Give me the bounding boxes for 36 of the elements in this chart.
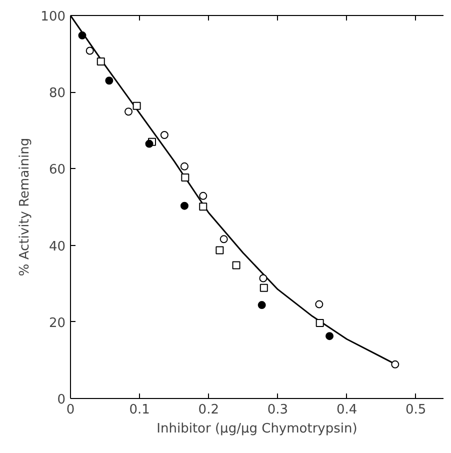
x-tick-label: 0.3 xyxy=(267,402,288,418)
y-tick-label: 60 xyxy=(48,162,66,178)
point xyxy=(181,174,190,182)
point xyxy=(145,140,154,148)
point xyxy=(260,284,268,292)
x-axis-title: Inhibitor (μg/μg Chymotrypsin) xyxy=(156,422,358,436)
point xyxy=(315,300,324,308)
point xyxy=(86,46,94,55)
point xyxy=(105,76,114,85)
point xyxy=(180,202,188,210)
y-tick-label: 0 xyxy=(57,392,66,408)
point xyxy=(199,192,208,200)
point xyxy=(132,102,141,110)
y-tick-label: 80 xyxy=(48,86,66,102)
y-tick-label: 100 xyxy=(40,10,66,24)
x-tick-label: 0.5 xyxy=(406,402,426,418)
point xyxy=(96,57,105,66)
y-axis-title: % Activity Remaining xyxy=(18,138,33,276)
point xyxy=(160,131,168,139)
point xyxy=(220,235,228,244)
x-tick-label: 0.2 xyxy=(198,402,219,418)
point xyxy=(232,261,240,270)
point xyxy=(391,360,400,368)
point xyxy=(180,162,188,170)
y-tick-label: 20 xyxy=(48,316,66,331)
point xyxy=(124,108,133,116)
point xyxy=(259,274,268,282)
point xyxy=(216,246,224,254)
y-tick-label: 40 xyxy=(48,239,66,254)
x-tick-label: 0.1 xyxy=(129,402,150,418)
point xyxy=(199,202,208,211)
point xyxy=(258,301,266,310)
x-tick-label: 0.4 xyxy=(336,402,358,418)
point xyxy=(326,332,334,340)
point xyxy=(316,319,324,328)
point xyxy=(78,31,86,40)
